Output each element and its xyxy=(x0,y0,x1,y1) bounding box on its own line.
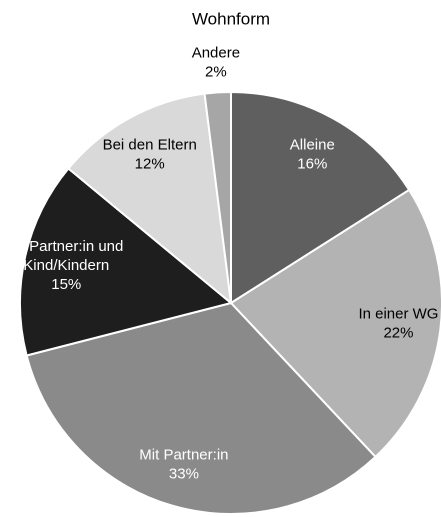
slice-value-label: 2% xyxy=(205,63,227,80)
slice-value-label: 12% xyxy=(135,156,165,173)
slice-value-label: 22% xyxy=(383,325,413,342)
slice-label-group: Mit Partner:in und Kind/Kindern 15% xyxy=(5,238,128,293)
slice-label-group: Andere 2% xyxy=(192,44,240,80)
pie-slice xyxy=(203,90,232,304)
slice-label-group: Bei den Eltern 12% xyxy=(103,137,197,173)
slice-name: Bei den Eltern xyxy=(103,137,197,154)
pie-slice xyxy=(19,167,234,357)
pie-slice xyxy=(25,301,377,515)
chart-title: Wohnform xyxy=(192,9,270,28)
slice-value-label: 16% xyxy=(297,156,327,173)
slice-value-label: 33% xyxy=(169,466,199,483)
pie-slice xyxy=(229,188,441,459)
slice-name: Alleine xyxy=(290,137,335,154)
slice-value-label: 15% xyxy=(51,276,81,293)
pie-slice xyxy=(67,92,233,306)
slice-label-group: Alleine 16% xyxy=(290,137,335,173)
slice-name: Mit Partner:in und Kind/Kindern xyxy=(5,238,128,274)
slice-name: In einer WG xyxy=(358,306,438,323)
slice-label-group: In einer WG 22% xyxy=(358,306,438,342)
slice-name: Andere xyxy=(192,44,240,61)
slice-label-group: Mit Partner:in 33% xyxy=(139,447,228,483)
slice-name: Mit Partner:in xyxy=(139,447,228,464)
pie-slice xyxy=(230,90,411,305)
